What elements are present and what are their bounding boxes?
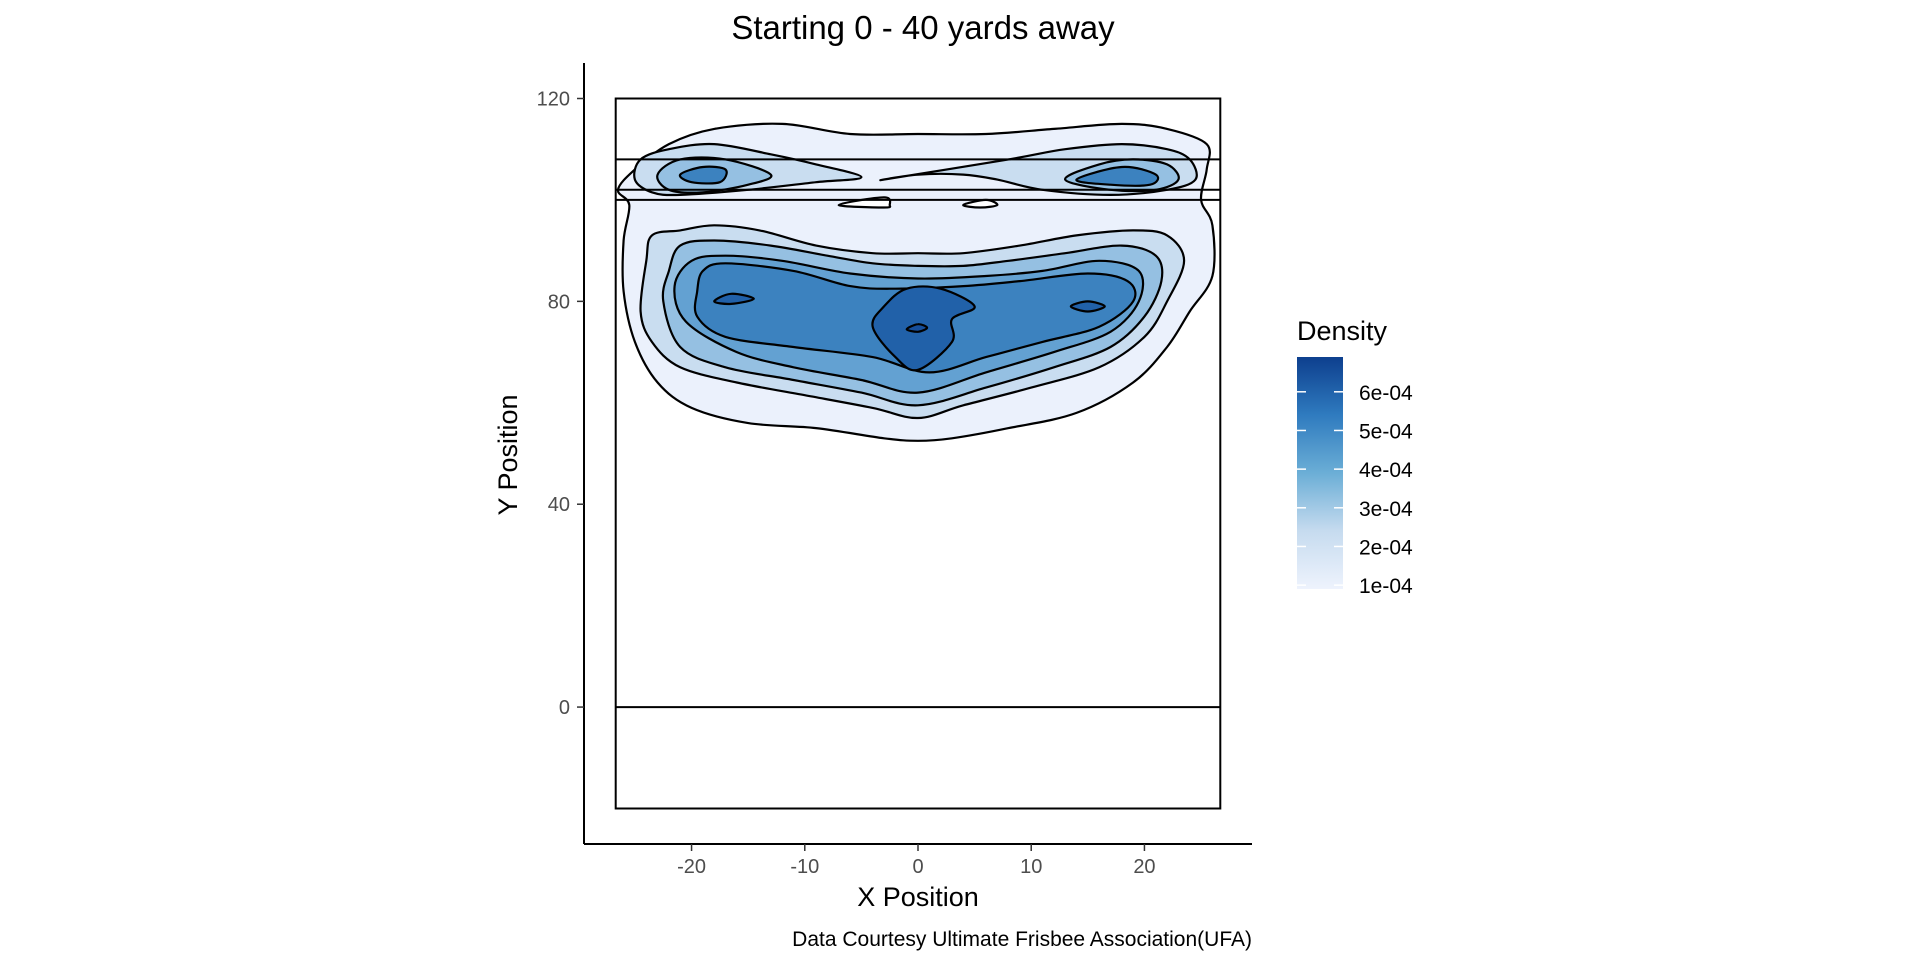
- y-tick-label: 120: [537, 89, 570, 111]
- legend-title: Density: [1297, 316, 1388, 346]
- density-contour: [1075, 165, 1160, 187]
- density-contour: [678, 165, 728, 185]
- legend-label: 2e-04: [1359, 536, 1413, 559]
- legend-ticks: 1e-04 2e-04 3e-04 4e-04 5e-04 6e-04: [1297, 382, 1413, 598]
- caption: Data Courtesy Ultimate Frisbee Associati…: [792, 928, 1252, 951]
- legend-label: 4e-04: [1359, 459, 1413, 482]
- density-contour: [713, 292, 755, 306]
- legend-colorbar: [1297, 357, 1343, 589]
- x-tick-label: 20: [1133, 856, 1155, 878]
- x-axis-ticks: -20 -10 0 10 20: [677, 844, 1156, 878]
- legend-label: 6e-04: [1359, 382, 1413, 405]
- legend: Density 1e-04 2e-04 3e-04 4e-04 5e-04 6e-04: [1297, 316, 1413, 598]
- plot-area: [614, 97, 1222, 810]
- legend-label: 1e-04: [1359, 575, 1413, 598]
- y-tick-label: 0: [559, 697, 570, 719]
- x-tick-label: -20: [677, 856, 706, 878]
- chart-title: Starting 0 - 40 yards away: [731, 9, 1115, 46]
- y-axis-ticks: 0 40 80 120: [537, 89, 584, 719]
- y-axis-title: Y Position: [493, 394, 523, 515]
- legend-label: 3e-04: [1359, 498, 1413, 521]
- x-tick-label: -10: [790, 856, 819, 878]
- density-contour: [1069, 300, 1106, 313]
- x-tick-label: 0: [912, 856, 923, 878]
- density-contour: [905, 323, 929, 333]
- legend-label: 5e-04: [1359, 420, 1413, 443]
- x-tick-label: 10: [1020, 856, 1042, 878]
- y-tick-label: 80: [548, 291, 570, 313]
- x-axis-title: X Position: [857, 882, 979, 912]
- y-tick-label: 40: [548, 494, 570, 516]
